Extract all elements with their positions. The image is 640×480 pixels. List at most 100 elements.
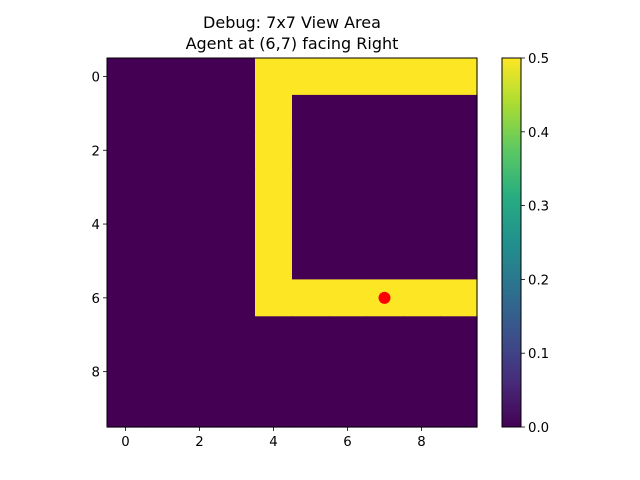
heatmap-cell (181, 390, 219, 428)
heatmap-cell (403, 94, 441, 133)
heatmap-cell (218, 390, 256, 428)
colorbar-tick-label: 0.0 (528, 421, 549, 436)
plot-frame (106, 57, 478, 428)
heatmap-cell (218, 205, 256, 244)
heatmap-cell (403, 316, 441, 354)
heatmap-cell (107, 316, 145, 354)
heatmap-cell (107, 205, 145, 244)
x-tick-label: 2 (195, 435, 203, 450)
heatmap-cell (292, 316, 330, 354)
heatmap-cell (107, 131, 145, 170)
heatmap-cell (181, 168, 219, 207)
heatmap-cell (144, 353, 182, 391)
heatmap-cell (218, 168, 256, 207)
heatmap-cell (403, 279, 441, 317)
heatmap-cells (107, 58, 478, 428)
heatmap-cell (292, 131, 330, 170)
heatmap-cell (255, 94, 293, 133)
heatmap-cell (144, 94, 182, 133)
heatmap-cell (255, 390, 293, 428)
heatmap-cell (255, 279, 293, 317)
heatmap-cell (329, 279, 367, 317)
axes: 0 2 4 6 8 0 2 4 6 8 (92, 70, 426, 450)
heatmap-cell (107, 242, 145, 280)
heatmap-cell (292, 390, 330, 428)
heatmap-cell (144, 168, 182, 207)
heatmap-cell (440, 131, 478, 170)
heatmap-cell (255, 58, 293, 96)
heatmap-cell (329, 242, 367, 280)
heatmap-cell (366, 168, 404, 207)
heatmap-cell (329, 390, 367, 428)
x-tick-label: 8 (417, 435, 425, 450)
heatmap-cell (218, 279, 256, 317)
heatmap-cell (107, 58, 145, 96)
heatmap-cell (181, 242, 219, 280)
colorbar-tick-label: 0.4 (528, 126, 549, 141)
heatmap-cell (144, 205, 182, 244)
heatmap-cell (181, 58, 219, 96)
heatmap-cell (292, 353, 330, 391)
x-tick-label: 0 (121, 435, 129, 450)
heatmap-cell (440, 390, 478, 428)
y-tick-label: 4 (92, 218, 100, 233)
heatmap-cell (366, 131, 404, 170)
colorbar-tick-label: 0.1 (528, 347, 549, 362)
marker-layer (378, 291, 391, 304)
heatmap-cell (403, 205, 441, 244)
heatmap-cell (255, 316, 293, 354)
colorbar-tick-label: 0.3 (528, 200, 549, 215)
chart-title-line-2: Agent at (6,7) facing Right (186, 34, 399, 53)
heatmap-cell (403, 168, 441, 207)
heatmap-cell (292, 94, 330, 133)
y-tick-label: 2 (92, 144, 100, 159)
heatmap-cell (107, 390, 145, 428)
heatmap-cell (366, 205, 404, 244)
heatmap-cell (366, 353, 404, 391)
heatmap-cell (218, 316, 256, 354)
heatmap-cell (440, 94, 478, 133)
heatmap-cell (144, 390, 182, 428)
heatmap-cell (255, 205, 293, 244)
y-tick-label: 0 (92, 70, 100, 85)
heatmap-cell (440, 279, 478, 317)
heatmap-cell (440, 316, 478, 354)
x-tick-label: 6 (343, 435, 351, 450)
heatmap-cell (181, 353, 219, 391)
heatmap-cell (329, 131, 367, 170)
heatmap-cell (292, 242, 330, 280)
heatmap-cell (107, 168, 145, 207)
agent-marker (378, 291, 391, 304)
heatmap-cell (292, 279, 330, 317)
heatmap-cell (329, 353, 367, 391)
heatmap-cell (218, 353, 256, 391)
heatmap-cell (181, 94, 219, 133)
heatmap-cell (181, 316, 219, 354)
heatmap-cell (403, 390, 441, 428)
heatmap-cell (292, 168, 330, 207)
heatmap-cell (440, 242, 478, 280)
heatmap-cell (144, 131, 182, 170)
heatmap-cell (366, 316, 404, 354)
heatmap-cell (255, 131, 293, 170)
heatmap-cell (329, 168, 367, 207)
heatmap-cell (329, 316, 367, 354)
heatmap-cell (144, 316, 182, 354)
colorbar-tick-label: 0.2 (528, 273, 549, 288)
heatmap-cell (218, 242, 256, 280)
heatmap-cell (144, 58, 182, 96)
heatmap-cell (255, 353, 293, 391)
heatmap-cell (144, 279, 182, 317)
heatmap-cell (181, 279, 219, 317)
heatmap-cell (440, 353, 478, 391)
heatmap-cell (403, 353, 441, 391)
heatmap-cell (403, 242, 441, 280)
heatmap-cell (329, 94, 367, 133)
heatmap-cell (144, 242, 182, 280)
heatmap-cell (255, 168, 293, 207)
x-tick-label: 4 (269, 435, 277, 450)
heatmap-cell (403, 131, 441, 170)
heatmap-cell (403, 58, 441, 96)
